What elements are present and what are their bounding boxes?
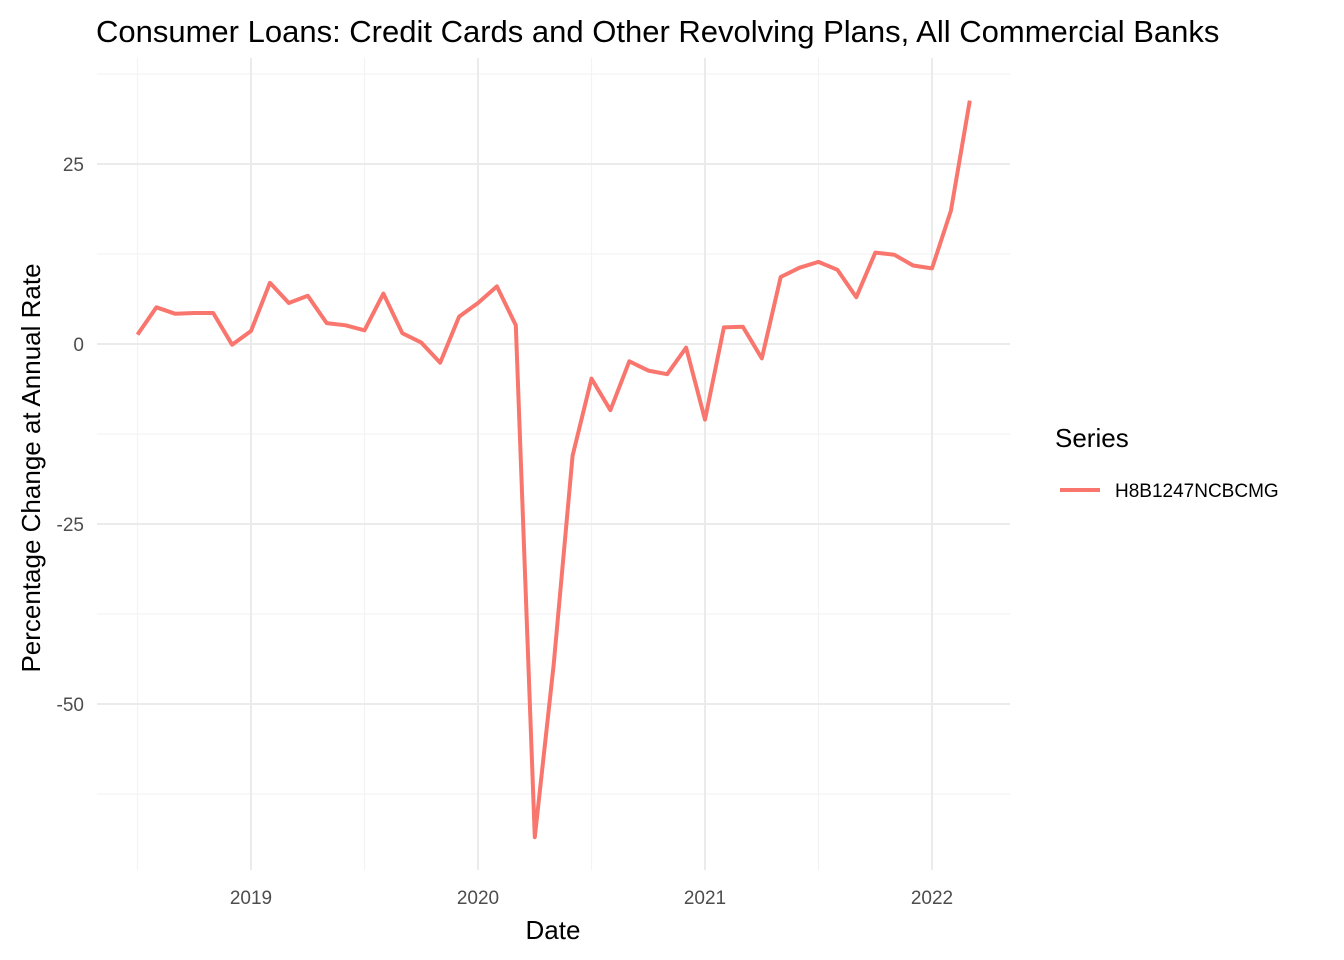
legend-title: Series [1055, 423, 1129, 453]
legend-label: H8B1247NCBCMG [1115, 481, 1279, 502]
x-tick-label: 2021 [684, 888, 726, 909]
y-axis-ticks: 25 0 -25 -50 [57, 155, 84, 716]
y-tick-label: 0 [73, 335, 84, 356]
series-layer [135, 100, 972, 840]
y-axis-title: Percentage Change at Annual Rate [16, 263, 46, 672]
y-tick-label: -50 [57, 695, 84, 716]
plot-grid [97, 58, 1010, 870]
x-axis-title: Date [526, 915, 581, 945]
y-tick-label: 25 [63, 155, 84, 176]
chart-title: Consumer Loans: Credit Cards and Other R… [96, 14, 1219, 49]
x-tick-label: 2022 [911, 888, 953, 909]
y-tick-label: -25 [57, 515, 84, 536]
series-line [135, 100, 972, 840]
x-tick-label: 2020 [457, 888, 499, 909]
legend: Series H8B1247NCBCMG [1055, 423, 1279, 502]
x-tick-label: 2019 [230, 888, 272, 909]
x-axis-ticks: 2019 2020 2021 2022 [230, 888, 953, 909]
